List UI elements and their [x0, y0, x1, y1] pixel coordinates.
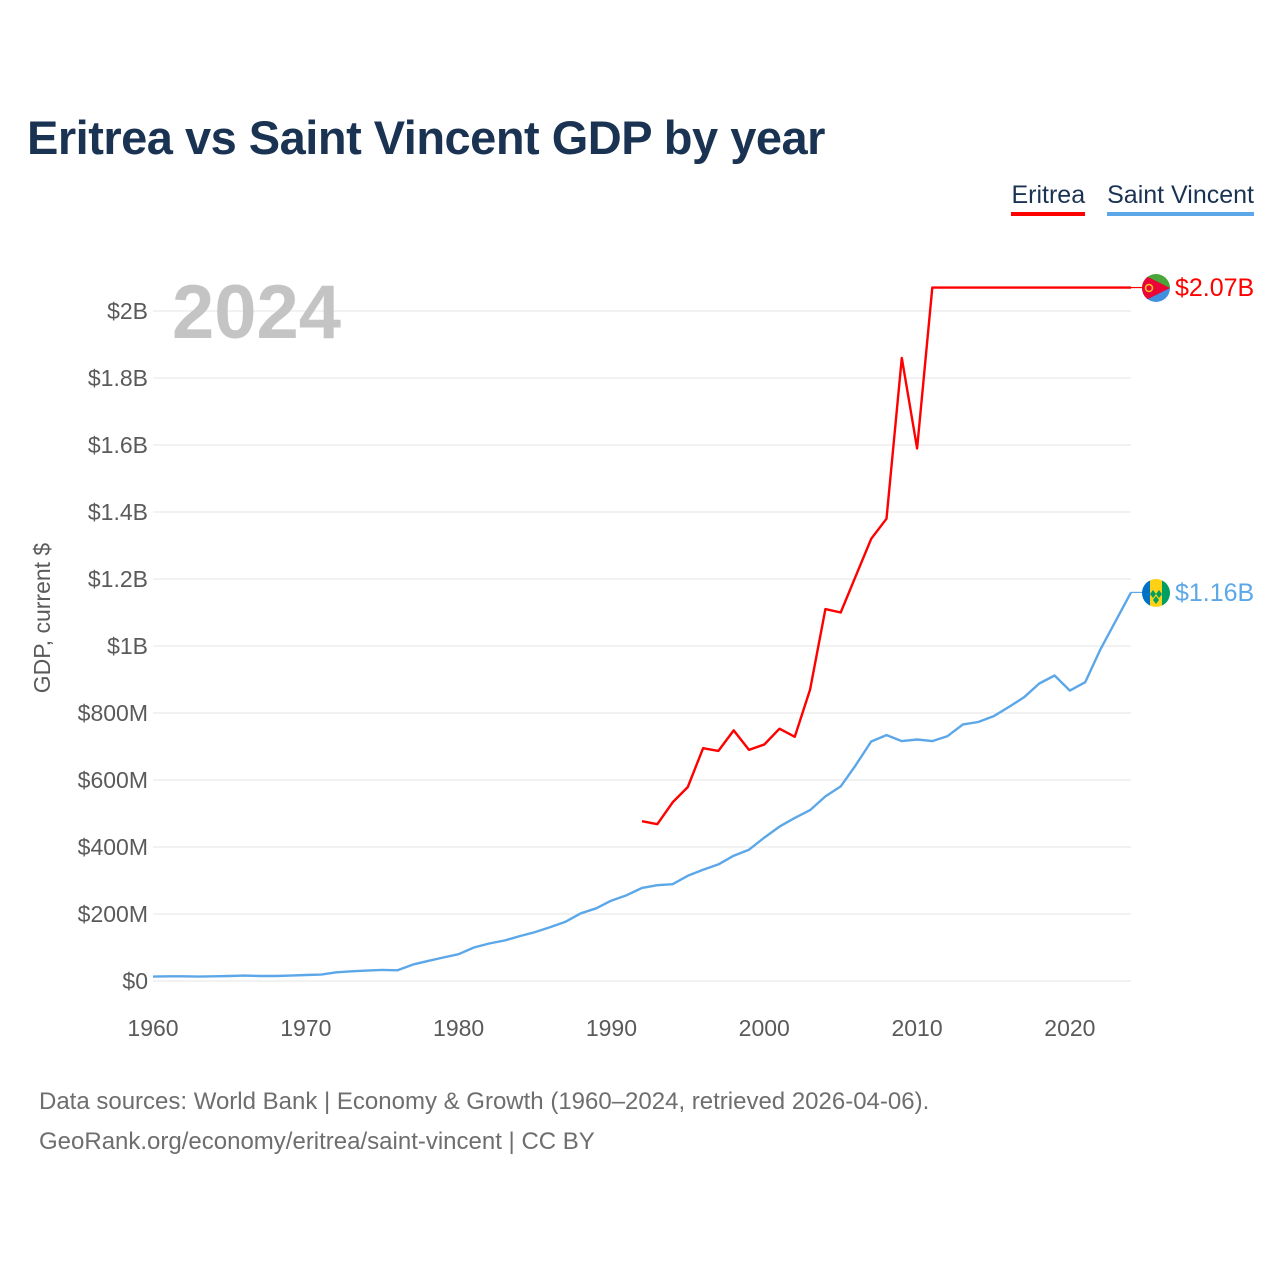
y-tick-label: $1B — [107, 633, 148, 659]
source-line-2: GeoRank.org/economy/eritrea/saint-vincen… — [39, 1128, 595, 1155]
x-axis-ticks: 1960 1970 1980 1990 2000 2010 2020 — [127, 1015, 1095, 1041]
x-tick-label: 1970 — [280, 1015, 331, 1041]
y-tick-label: $1.6B — [88, 432, 148, 458]
x-tick-label: 1960 — [127, 1015, 178, 1041]
y-tick-label: $600M — [78, 767, 148, 793]
y-axis-ticks: $0 $200M $400M $600M $800M $1B $1.2B $1.4B $1.6B… — [78, 298, 148, 994]
year-watermark: 2024 — [172, 270, 341, 355]
gridlines — [153, 310, 1131, 982]
y-tick-label: $1.8B — [88, 365, 148, 391]
chart-title: Eritrea vs Saint Vincent GDP by year — [27, 111, 825, 164]
x-tick-label: 1980 — [433, 1015, 484, 1041]
x-tick-label: 2000 — [739, 1015, 790, 1041]
eritrea-end-value: $2.07B — [1175, 274, 1254, 302]
series-line-eritrea[interactable] — [641, 286, 1131, 826]
legend-item-eritrea[interactable]: Eritrea — [1011, 181, 1086, 216]
y-tick-label: $400M — [78, 834, 148, 860]
eritrea-flag-icon — [1142, 274, 1170, 302]
source-note: Data sources: World Bank | Economy & Gro… — [39, 1082, 929, 1162]
series-line-saint-vincent[interactable] — [152, 591, 1133, 978]
x-tick-label: 2020 — [1044, 1015, 1095, 1041]
x-tick-label: 2010 — [891, 1015, 942, 1041]
y-tick-label: $1.2B — [88, 566, 148, 592]
y-axis-label: GDP, current $ — [29, 543, 55, 694]
source-line-1: Data sources: World Bank | Economy & Gro… — [39, 1088, 930, 1115]
y-tick-label: $2B — [107, 298, 148, 324]
legend: Eritrea Saint Vincent — [1011, 181, 1254, 216]
legend-item-saint-vincent[interactable]: Saint Vincent — [1107, 181, 1254, 216]
series-lines — [152, 286, 1142, 978]
saint-vincent-end-value: $1.16B — [1175, 579, 1254, 607]
y-tick-label: $0 — [122, 968, 148, 994]
y-tick-label: $1.4B — [88, 499, 148, 525]
y-tick-label: $200M — [78, 901, 148, 927]
y-tick-label: $800M — [78, 700, 148, 726]
saint-vincent-flag-icon — [1142, 579, 1170, 607]
x-tick-label: 1990 — [586, 1015, 637, 1041]
